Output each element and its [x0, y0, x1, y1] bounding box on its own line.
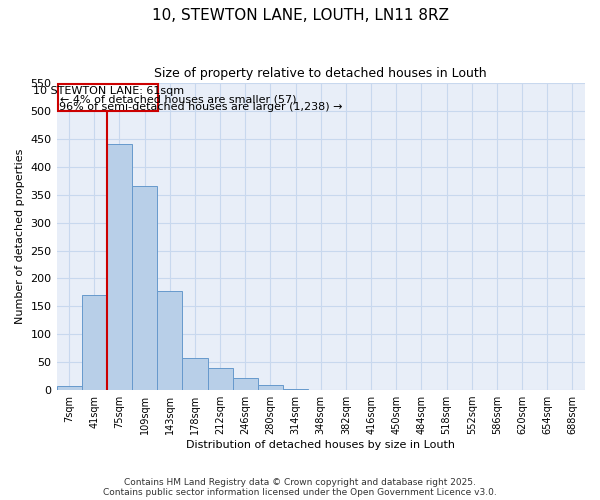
- X-axis label: Distribution of detached houses by size in Louth: Distribution of detached houses by size …: [186, 440, 455, 450]
- Title: Size of property relative to detached houses in Louth: Size of property relative to detached ho…: [154, 68, 487, 80]
- Bar: [132, 186, 157, 390]
- Bar: [56, 386, 82, 390]
- FancyBboxPatch shape: [58, 84, 158, 111]
- Bar: [107, 144, 132, 390]
- Text: ← 4% of detached houses are smaller (57): ← 4% of detached houses are smaller (57): [61, 94, 297, 104]
- Bar: [233, 378, 258, 390]
- Text: Contains public sector information licensed under the Open Government Licence v3: Contains public sector information licen…: [103, 488, 497, 497]
- Text: Contains HM Land Registry data © Crown copyright and database right 2025.: Contains HM Land Registry data © Crown c…: [124, 478, 476, 487]
- Bar: [283, 389, 308, 390]
- Text: 10, STEWTON LANE, LOUTH, LN11 8RZ: 10, STEWTON LANE, LOUTH, LN11 8RZ: [151, 8, 449, 22]
- Text: 10 STEWTON LANE: 61sqm: 10 STEWTON LANE: 61sqm: [32, 86, 184, 96]
- Bar: [82, 295, 107, 390]
- Bar: [258, 384, 283, 390]
- Text: 96% of semi-detached houses are larger (1,238) →: 96% of semi-detached houses are larger (…: [59, 102, 343, 112]
- Bar: [208, 368, 233, 390]
- Y-axis label: Number of detached properties: Number of detached properties: [15, 149, 25, 324]
- Bar: [182, 358, 208, 390]
- Bar: [157, 290, 182, 390]
